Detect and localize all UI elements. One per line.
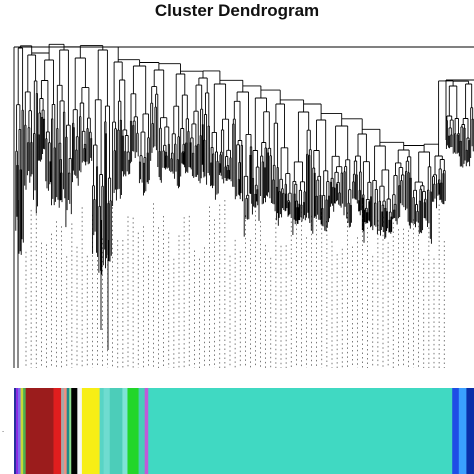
module-band-slateblue [18,388,21,474]
module-band-lightblue [458,388,467,474]
module-band-green [127,388,139,474]
module-band-purple [16,388,19,474]
module-band-red [53,388,62,474]
module-band-navy [14,388,17,474]
module-band-black [71,388,78,474]
module-band-teal [66,388,70,474]
module-band-blue [452,388,460,474]
cluster-dendrogram [13,43,474,368]
module-band-salmon [64,388,67,474]
module-band-cyan-e [138,388,146,474]
module-band-darkred [25,388,54,474]
module-color-strip [14,388,474,474]
module-band-seagreen [23,388,26,474]
module-color-bar [14,388,474,474]
module-band-white [77,388,83,474]
module-band-yellowgreen [20,388,24,474]
module-band-turquoise [148,388,453,474]
module-band-magenta [144,388,149,474]
module-band-yellow [81,388,100,474]
dendrogram-branches [13,43,474,368]
leaf-guide-lines [25,200,445,368]
module-band-lightgreen [69,388,72,474]
module-band-cyan-c [109,388,123,474]
module-band-cyan-d [122,388,128,474]
module-band-cyan-a [99,388,104,474]
module-band-darkblue [466,388,474,474]
module-band-cyan-b [103,388,111,474]
module-band-grey [61,388,65,474]
figure-title: Cluster Dendrogram [154,1,320,20]
color-bar-tick: - [2,428,5,435]
